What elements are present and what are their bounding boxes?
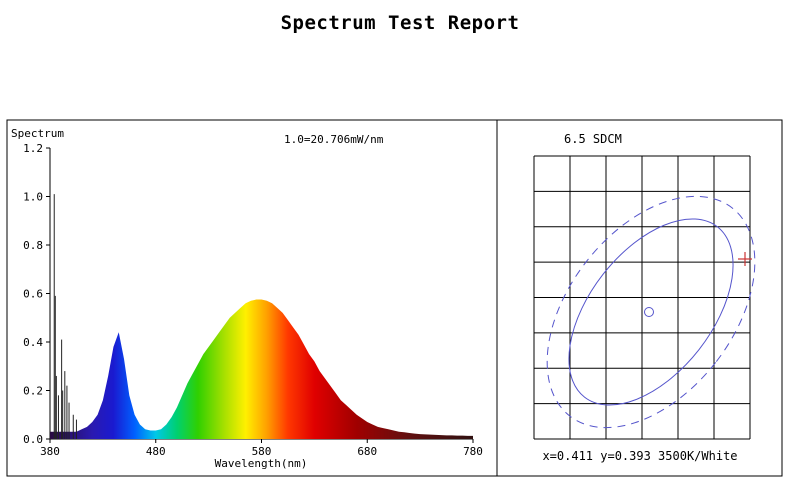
spectrum-spikes (53, 194, 77, 439)
x-tick-label: 380 (40, 445, 60, 458)
spectrum-ylabel: Spectrum (11, 127, 64, 140)
y-tick-label: 0.6 (23, 288, 43, 301)
sdcm-ellipse-inner (568, 218, 734, 406)
chromaticity-grid (533, 155, 751, 440)
sdcm-ellipse-outer (546, 195, 756, 429)
target-center-marker (644, 307, 654, 317)
x-tick-label: 480 (146, 445, 166, 458)
spectrum-xlabel: Wavelength(nm) (215, 457, 308, 470)
chromaticity-title: 6.5 SDCM (564, 132, 622, 146)
y-tick-label: 0.8 (23, 239, 43, 252)
y-tick-label: 1.2 (23, 142, 43, 155)
spectrum-annotation: 1.0=20.706mW/nm (284, 133, 384, 146)
spectrum-fill (50, 299, 473, 439)
spectrum-area (50, 299, 473, 439)
y-tick-label: 0.2 (23, 385, 43, 398)
chromaticity-info: x=0.411 y=0.393 3500K/White (542, 449, 737, 463)
chromaticity-marks (546, 195, 756, 429)
y-tick-label: 1.0 (23, 191, 43, 204)
report-title: Spectrum Test Report (280, 12, 520, 34)
x-tick-label: 780 (463, 445, 483, 458)
chromaticity-panel (496, 119, 783, 477)
y-tick-label: 0.0 (23, 433, 43, 446)
x-tick-label: 580 (252, 445, 272, 458)
x-tick-label: 680 (357, 445, 377, 458)
y-tick-label: 0.4 (23, 336, 43, 349)
